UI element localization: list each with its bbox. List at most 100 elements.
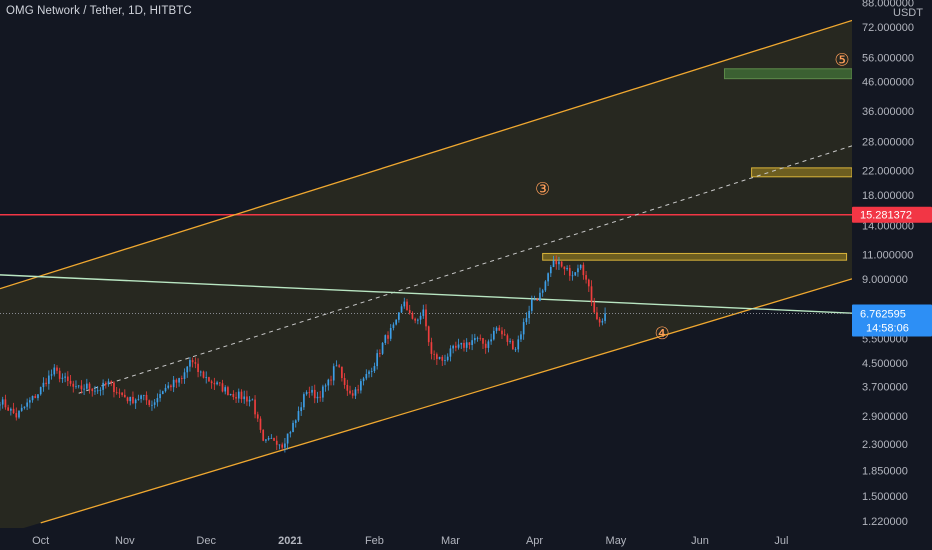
candle-body — [343, 378, 346, 385]
candle-body — [12, 408, 15, 414]
price-tick-label: 1.850000 — [862, 465, 908, 477]
plot-area[interactable] — [0, 19, 852, 535]
candle-body — [593, 302, 596, 313]
candle-body — [422, 309, 425, 316]
candle-body — [221, 383, 224, 392]
candle-body — [235, 397, 237, 399]
candle-body — [514, 349, 517, 351]
candle-body — [406, 301, 408, 311]
candle-body — [604, 313, 606, 321]
candle-body — [26, 402, 28, 407]
candle-body — [53, 367, 56, 375]
candle-body — [341, 366, 343, 379]
candle-body — [186, 366, 189, 373]
candle-body — [99, 389, 102, 391]
candle-body — [438, 356, 441, 359]
candle-body — [294, 420, 297, 423]
zone-yellow-2 — [542, 252, 848, 261]
candle-body — [525, 318, 528, 323]
candle-body — [376, 353, 379, 367]
candle-body — [145, 394, 148, 401]
candle-body — [216, 382, 218, 385]
wave-label-3: ③ — [535, 179, 550, 199]
candle-body — [414, 318, 416, 321]
price-tick-label: 36.000000 — [862, 106, 914, 118]
candle-body — [373, 366, 376, 372]
candle-body — [487, 341, 490, 348]
candle-body — [189, 360, 191, 367]
time-axis[interactable]: Oct Nov Dec 2021 Feb Mar Apr May Jun Jul — [32, 535, 788, 547]
candle-body — [365, 373, 368, 379]
candle-body — [194, 362, 197, 364]
candle-body — [463, 342, 465, 348]
time-tick-may: May — [606, 535, 627, 547]
candle-body — [273, 437, 275, 441]
candle-body — [232, 394, 235, 398]
candle-body — [180, 378, 183, 379]
time-tick-jun: Jun — [691, 535, 709, 547]
candle-body — [411, 313, 414, 319]
candle-body — [110, 381, 113, 383]
candle-body — [164, 387, 167, 392]
time-tick-dec: Dec — [196, 535, 216, 547]
candle-body — [20, 407, 23, 411]
candle-body — [132, 396, 134, 404]
candle-body — [218, 382, 221, 384]
candle-body — [433, 353, 435, 355]
candle-body — [256, 414, 259, 419]
candle-body — [498, 327, 501, 331]
candle-body — [384, 335, 387, 343]
candle-body — [123, 394, 126, 398]
candle-body — [482, 338, 484, 344]
candle-body — [213, 383, 216, 385]
candle-body — [403, 301, 406, 307]
zone-green-0 — [723, 68, 852, 80]
resistance-price-badge — [852, 206, 932, 223]
candle-body — [590, 286, 593, 303]
candle-body — [18, 410, 20, 418]
candle-body — [251, 399, 254, 401]
candle-body — [7, 407, 9, 411]
price-tick-label: 2.300000 — [862, 439, 908, 451]
candle-body — [392, 324, 395, 328]
candle-body — [289, 432, 292, 434]
candle-body — [172, 379, 175, 388]
current-price-label: 6.762595 — [860, 308, 906, 320]
candle-body — [58, 370, 61, 379]
candle-body — [351, 393, 354, 396]
candle-body — [69, 380, 72, 384]
candle-body — [389, 327, 392, 339]
candle-body — [210, 381, 213, 384]
candle-body — [419, 315, 422, 320]
candle-body — [360, 381, 362, 391]
candle-body — [0, 404, 1, 406]
candle-body — [205, 377, 208, 378]
price-tick-label: 5.500000 — [862, 333, 908, 345]
candle-body — [324, 385, 327, 387]
candle-body — [395, 319, 397, 325]
candle-body — [88, 383, 91, 389]
candle-body — [153, 402, 156, 405]
wave-label-5: ⑤ — [834, 51, 849, 71]
candle-body — [237, 391, 240, 399]
candle-body — [31, 395, 34, 401]
candle-body — [460, 342, 463, 345]
candle-body — [178, 378, 180, 383]
price-axis[interactable]: USDT 88.000000 72.000000 56.000000 46.00000… — [852, 0, 932, 528]
time-tick-oct: Oct — [32, 535, 49, 547]
time-tick-mar: Mar — [441, 535, 460, 547]
candle-body — [539, 292, 541, 301]
candle-body — [66, 376, 69, 381]
countdown-label: 14:58:06 — [866, 322, 909, 334]
candle-body — [265, 439, 267, 441]
candle-body — [23, 406, 26, 408]
price-tick-label: 56.000000 — [862, 52, 914, 64]
candle-body — [549, 266, 552, 274]
candle-body — [170, 385, 172, 388]
candle-body — [408, 310, 411, 314]
candle-body — [468, 342, 471, 345]
candle-body — [259, 418, 262, 430]
candle-body — [156, 398, 159, 403]
trendline — [0, 274, 852, 314]
